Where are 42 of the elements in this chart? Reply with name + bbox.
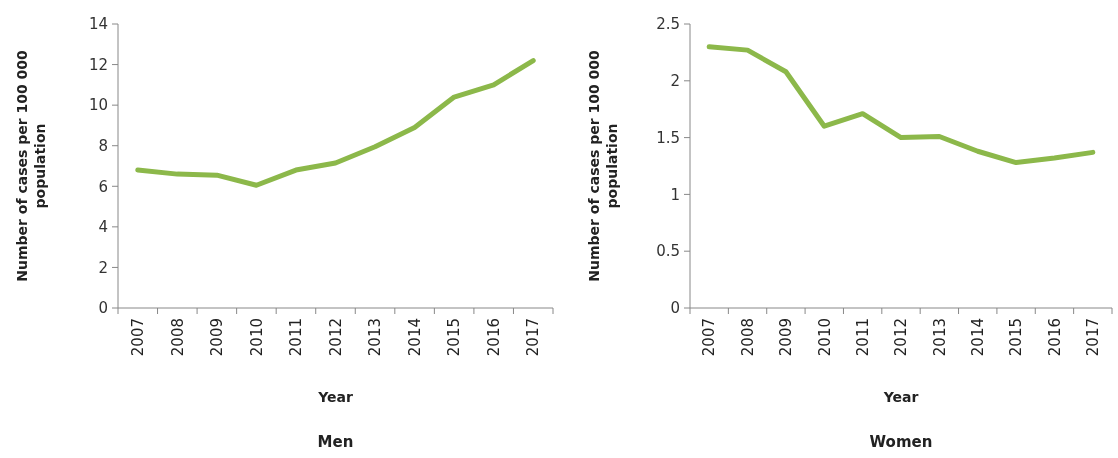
x-axis-title: Year [882,389,919,405]
x-axis-title: Year [317,389,353,405]
y-tick-label: 8 [98,136,108,155]
text: Men [317,433,354,451]
y-tick-label: 1.5 [656,128,680,147]
x-tick-label: 2015 [1007,318,1026,357]
y-tick-label: 12 [88,55,108,74]
y-tick-label: 14 [88,15,108,34]
x-tick-label: 2015 [445,318,464,357]
x-tick-label: 2012 [326,318,345,357]
y-tick-label: 10 [88,96,108,115]
y-axis-title: Number of cases per 100 000 population [14,49,48,282]
y-tick-label: 0 [98,299,108,318]
x-tick-label: 2014 [968,318,987,357]
x-tick-label: 2016 [1045,318,1064,357]
x-tick-label: 2014 [405,318,424,357]
y-tick-label: 4 [98,218,108,237]
x-tick-label: 2017 [524,318,543,357]
y-tick-label: 2 [670,72,680,91]
x-tick-label: 2012 [892,318,911,357]
x-tick-label: 2008 [168,318,187,357]
x-tick-label: 2007 [129,318,148,357]
x-tick-label: 2007 [700,318,719,357]
x-tick-label: 2009 [208,318,227,357]
y-tick-label: 6 [98,177,108,196]
x-tick-label: 2011 [853,318,872,357]
y-tick-label: 0 [670,299,680,318]
y-axis-title: Number of cases per 100 000 population [586,49,620,282]
y-tick-label: 2 [98,258,108,277]
y-tick-label: 1 [670,185,680,204]
text: Women [869,433,933,451]
x-tick-label: 2013 [366,318,385,357]
x-tick-label: 2013 [930,318,949,357]
y-tick-label: 2.5 [656,15,680,34]
x-tick-label: 2008 [738,318,757,357]
x-tick-label: 2009 [777,318,796,357]
x-tick-label: 2017 [1084,318,1103,357]
x-tick-label: 2016 [484,318,503,357]
x-tick-label: 2010 [815,318,834,357]
x-tick-label: 2010 [247,318,266,357]
x-tick-label: 2011 [287,318,306,357]
y-tick-label: 0.5 [656,242,680,261]
